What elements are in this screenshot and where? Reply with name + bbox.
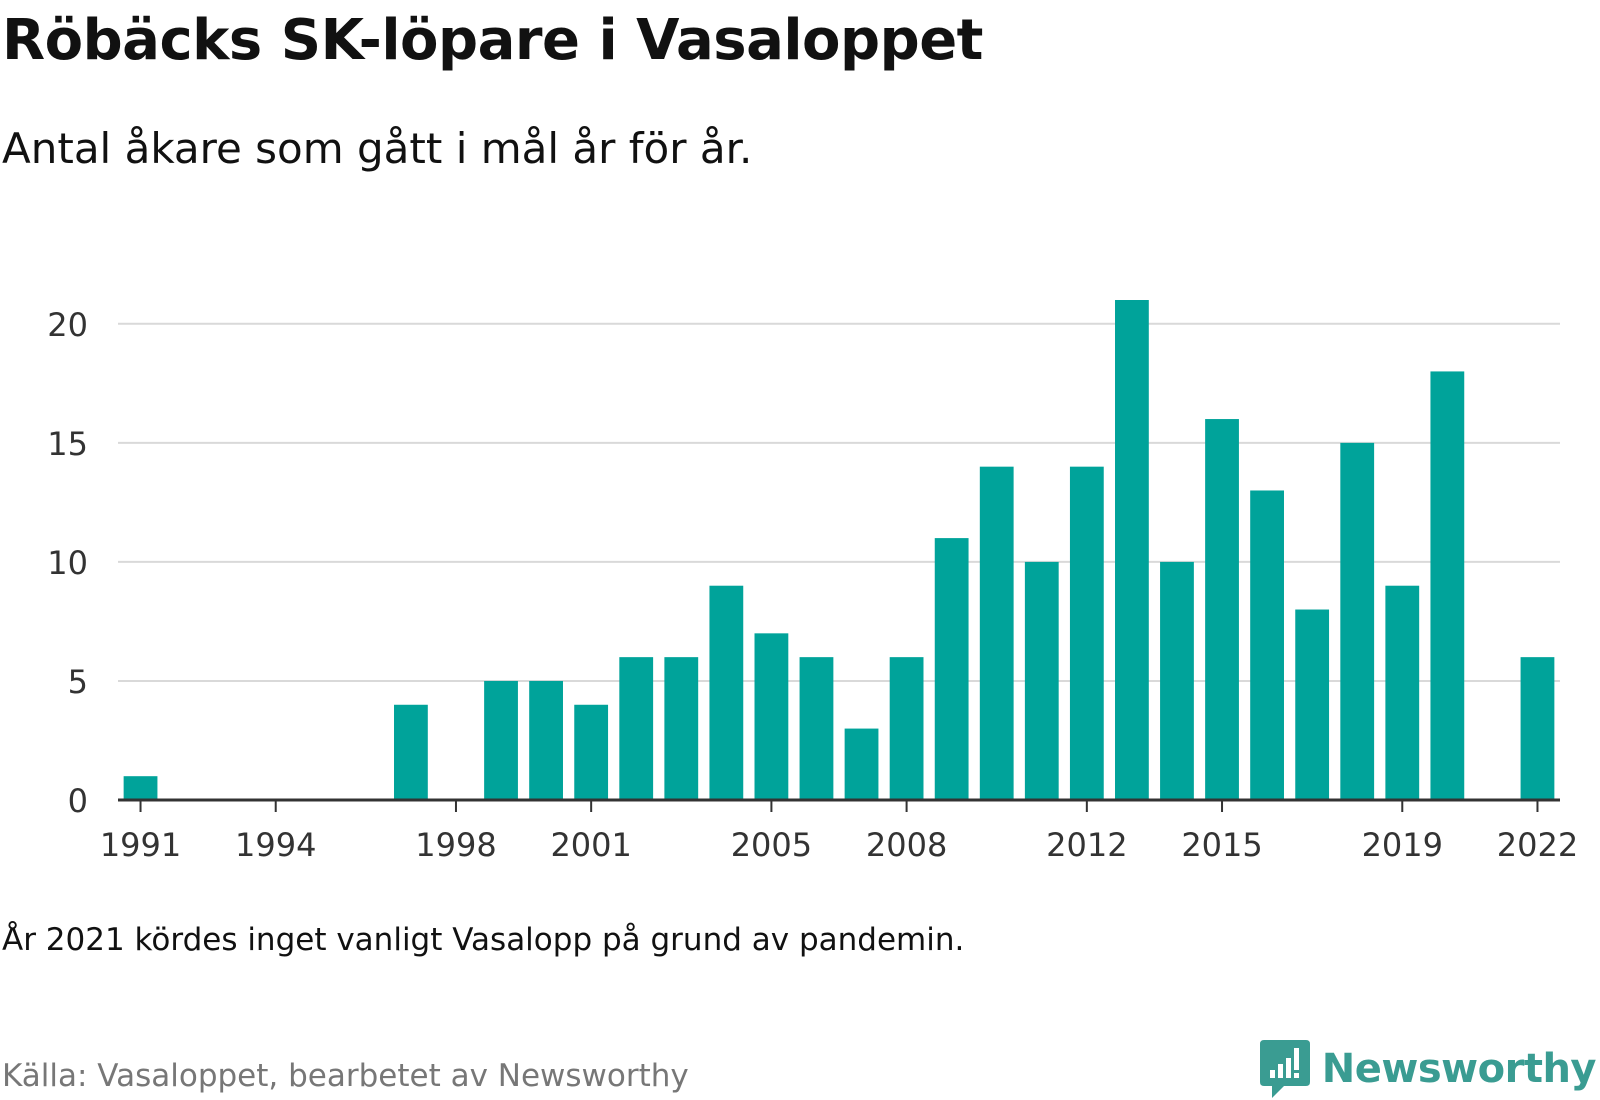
bar [754,633,789,800]
y-tick-label: 10 [47,544,88,582]
bar [1115,300,1149,800]
x-tick-label: 1991 [100,826,181,864]
bar [1024,561,1059,800]
bar [1160,561,1194,800]
bar [1340,442,1375,800]
bar [1430,371,1465,800]
bar [484,680,518,800]
x-tick-label: 1998 [415,826,496,864]
brand-logo: Newsworthy [1259,1040,1597,1098]
bar [664,657,699,800]
x-tick-label: 1994 [235,826,316,864]
source-credit: Källa: Vasaloppet, bearbetet av Newswort… [2,1058,689,1094]
bar [529,680,563,800]
bar [934,538,969,800]
bar [619,657,654,800]
bar [799,657,834,800]
bar [1385,585,1420,800]
bar [709,585,744,800]
bar [1295,609,1330,800]
x-tick-label: 2019 [1362,826,1443,864]
y-tick-label: 5 [68,663,88,701]
x-tick-label: 2008 [866,826,947,864]
bars [123,300,1555,800]
bar [979,466,1014,800]
x-axis-tick-labels: 1991 1994 1998 2001 2005 2008 2012 2015 2019 2022 [100,826,1578,864]
bar [574,704,609,800]
x-tick-label: 2005 [731,826,812,864]
bar [394,704,428,800]
bar [1069,466,1104,800]
bar [123,776,158,800]
y-tick-label: 0 [68,782,88,820]
y-tick-label: 15 [47,425,88,463]
brand-name: Newsworthy [1321,1046,1597,1092]
x-tick-label: 2015 [1181,826,1262,864]
x-axis [118,798,1560,812]
y-tick-label: 20 [47,306,88,344]
x-tick-label: 2001 [550,826,631,864]
bar [1205,419,1239,800]
chart-subtitle: Antal åkare som gått i mål år för år. [2,124,753,173]
bar [1250,490,1284,800]
y-axis-tick-labels: 0 5 10 15 20 [47,306,88,820]
x-tick-label: 2022 [1497,826,1578,864]
newsworthy-logo-icon [1259,1040,1310,1098]
footnote: År 2021 kördes inget vanligt Vasalopp på… [2,922,965,958]
bar [844,728,879,800]
x-tick-label: 2012 [1046,826,1127,864]
bar [889,657,924,800]
chart-title: Röbäcks SK-löpare i Vasaloppet [2,8,983,73]
bar [1520,657,1555,800]
